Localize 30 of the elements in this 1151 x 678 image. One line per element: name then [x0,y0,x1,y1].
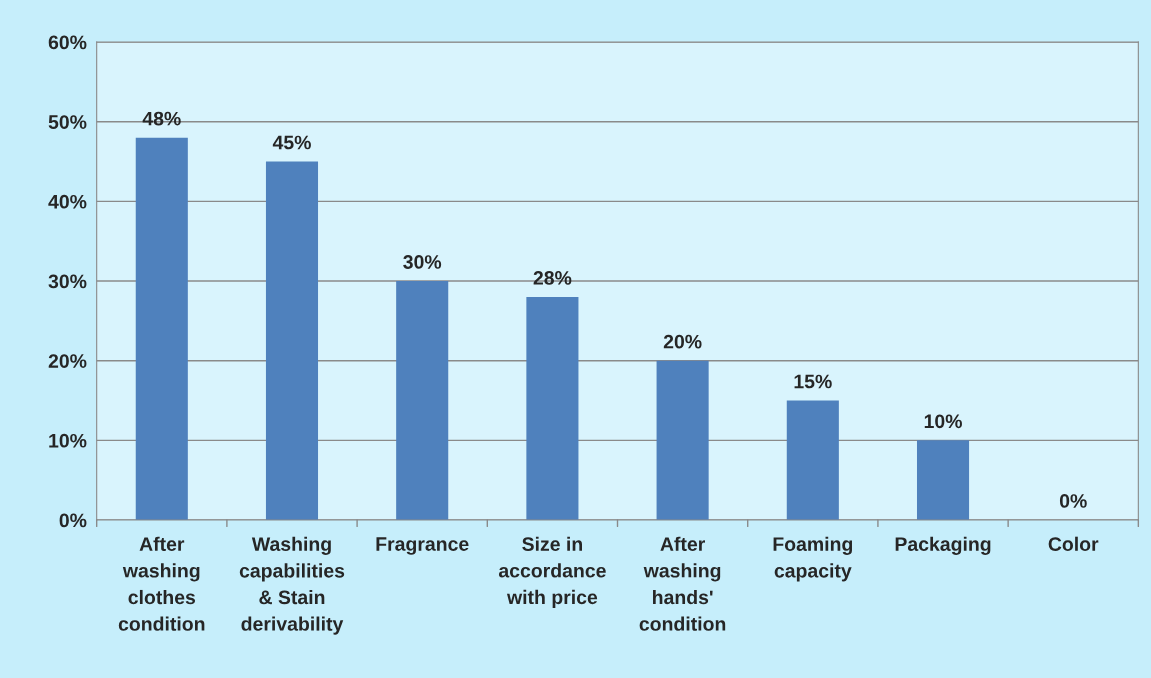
bar [135,137,188,521]
data-label: 10% [924,414,962,429]
y-tick-label: 0% [59,513,87,528]
y-tick-label: 40% [48,194,87,209]
x-tick-label: Color [1048,536,1099,551]
bar [265,161,319,521]
data-label: 45% [272,135,311,150]
bar [396,281,449,521]
x-tick-label: After washing hands' condition [639,536,726,631]
x-tick-label: Size in accordance with price [498,536,606,608]
x-tick-label: Fragrance [376,537,469,555]
x-tick-label: After washing clothes condition [118,536,205,631]
data-label: 30% [403,255,442,269]
data-label: 0% [1059,494,1087,508]
x-tick-label: Packaging [895,536,991,555]
data-label: 28% [533,271,572,285]
bar [526,296,579,521]
bar [786,400,839,521]
y-tick-label: 20% [48,354,87,368]
y-tick-label: 50% [48,115,87,129]
data-label: 20% [663,334,702,349]
x-tick-label: Washing capabilities & Stain derivability [239,536,345,635]
bar [916,440,970,521]
y-tick-label: 30% [48,274,87,289]
x-tick-label: Foaming capacity [773,536,853,582]
y-tick-label: 10% [49,433,87,448]
data-label: 48% [142,111,181,126]
y-tick-label: 60% [48,35,87,50]
bar [656,360,709,521]
data-label: 15% [794,374,832,389]
